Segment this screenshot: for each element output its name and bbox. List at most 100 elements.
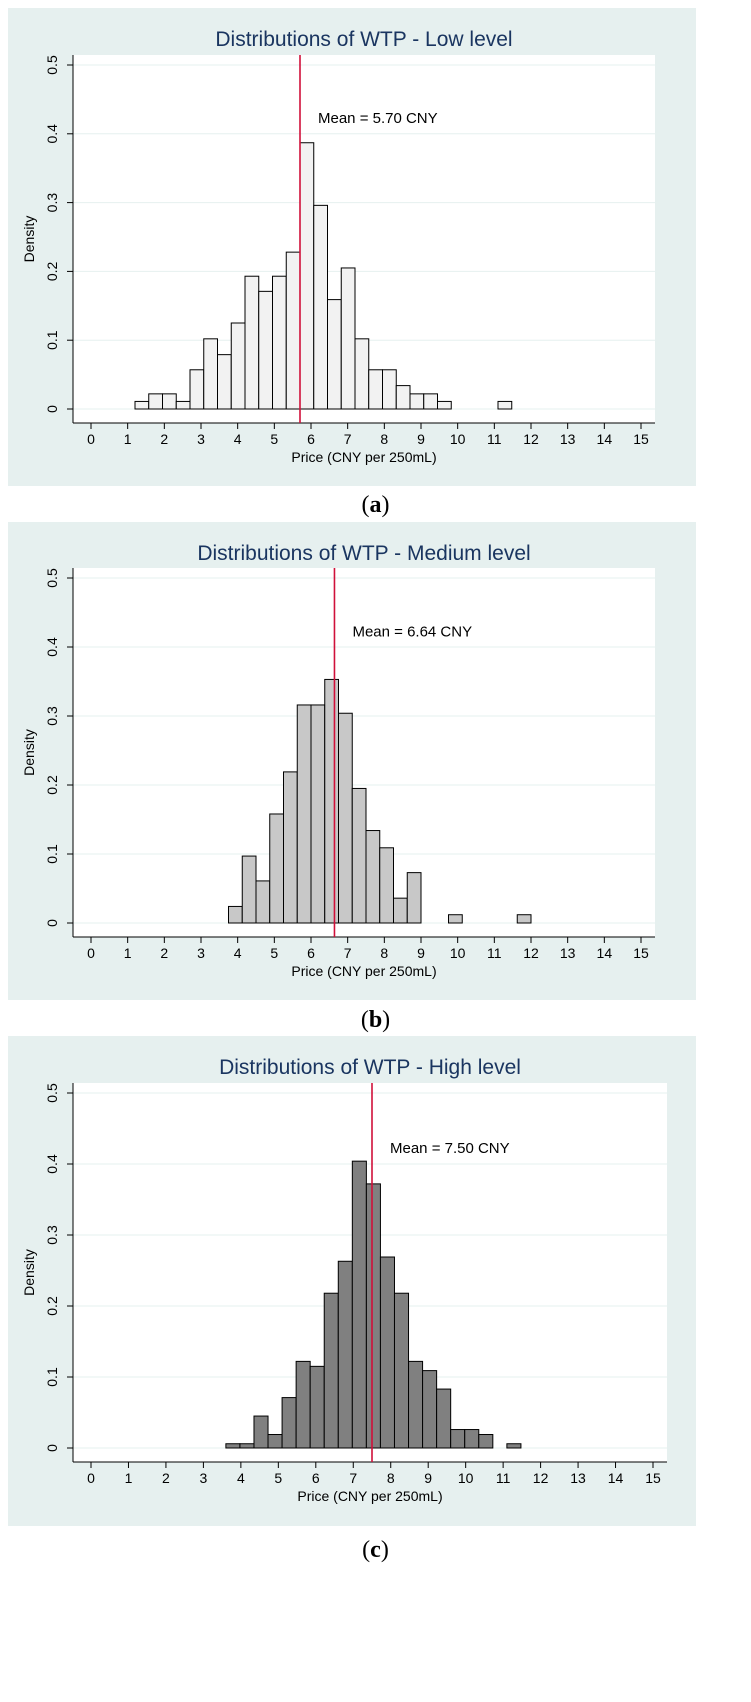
x-tick-label-a-0: 0 — [87, 431, 95, 447]
histogram-bar-c-8 — [337, 1260, 353, 1449]
x-tick-label-b-3: 3 — [197, 945, 205, 961]
histogram-bar-c-1 — [239, 1443, 255, 1449]
histogram-bar-b-6 — [310, 704, 326, 924]
x-tick-label-b-12: 12 — [523, 945, 539, 961]
x-tick-label-b-9: 9 — [417, 945, 425, 961]
histogram-bar-a-3 — [175, 400, 191, 410]
x-tick-label-a-11: 11 — [487, 431, 502, 447]
x-tick-label-a-7: 7 — [344, 431, 352, 447]
histogram-bar-a-8 — [244, 275, 260, 410]
x-tick-label-b-0: 0 — [87, 945, 95, 961]
histogram-bar-a-18 — [382, 369, 397, 410]
x-tick-label-a-13: 13 — [560, 431, 576, 447]
histogram-bar-a-16 — [354, 338, 370, 410]
x-tick-label-b-11: 11 — [487, 945, 502, 961]
histogram-bar-b-4 — [283, 771, 298, 924]
x-tick-label-b-15: 15 — [633, 945, 649, 961]
y-tick-label-b-5: 0.5 — [44, 568, 60, 588]
x-tick-label-b-4: 4 — [234, 945, 242, 961]
histogram-bar-b-15 — [516, 914, 532, 924]
y-axis-label-c: Density — [21, 1249, 37, 1296]
histogram-bar-a-15 — [340, 267, 356, 410]
histogram-bar-a-22 — [437, 400, 452, 410]
histogram-bar-c-0 — [225, 1443, 241, 1449]
histogram-bar-a-14 — [327, 299, 342, 410]
caption-b: (b) — [360, 1007, 391, 1033]
histogram-bar-a-10 — [272, 275, 287, 410]
x-axis-label-b: Price (CNY per 250mL) — [291, 963, 436, 979]
y-axis-label-a: Density — [21, 216, 37, 263]
y-tick-label-a-4: 0.4 — [44, 124, 60, 144]
x-tick-label-c-14: 14 — [608, 1470, 624, 1486]
x-tick-label-b-6: 6 — [307, 945, 315, 961]
x-tick-label-a-10: 10 — [450, 431, 466, 447]
x-tick-label-b-8: 8 — [380, 945, 388, 961]
y-tick-label-a-3: 0.3 — [44, 193, 60, 213]
histogram-bar-a-12 — [299, 142, 315, 410]
histogram-bar-a-5 — [203, 338, 218, 410]
histogram-bar-c-2 — [253, 1415, 269, 1449]
y-tick-label-a-0: 0 — [44, 405, 60, 413]
x-tick-label-b-5: 5 — [270, 945, 278, 961]
caption-letter-c: c — [370, 1537, 381, 1563]
x-tick-label-a-6: 6 — [307, 431, 315, 447]
histogram-bar-c-9 — [351, 1160, 367, 1449]
histogram-bar-c-15 — [436, 1388, 452, 1449]
histogram-bar-b-5 — [296, 704, 312, 924]
caption-c: (c) — [362, 1537, 389, 1563]
x-tick-label-b-10: 10 — [450, 945, 466, 961]
histogram-bar-b-14 — [448, 914, 463, 924]
histogram-bar-c-12 — [393, 1292, 410, 1449]
histogram-bar-a-19 — [395, 385, 411, 410]
histogram-bar-b-7 — [324, 678, 339, 924]
y-tick-label-c-4: 0.4 — [44, 1154, 60, 1174]
chart-title-a: Distributions of WTP - Low level — [215, 28, 512, 51]
x-tick-label-b-2: 2 — [160, 945, 168, 961]
y-tick-label-b-4: 0.4 — [44, 637, 60, 657]
caption-letter-b: b — [368, 1007, 383, 1033]
x-tick-label-a-14: 14 — [597, 431, 613, 447]
y-tick-label-b-3: 0.3 — [44, 706, 60, 726]
histogram-bar-c-5 — [295, 1360, 311, 1449]
y-tick-label-b-2: 0.2 — [44, 775, 60, 795]
histogram-bar-a-4 — [189, 369, 205, 410]
x-tick-label-a-3: 3 — [197, 431, 205, 447]
y-tick-label-b-0: 0 — [44, 919, 60, 927]
histogram-bar-a-20 — [409, 393, 425, 410]
x-tick-label-c-7: 7 — [349, 1470, 357, 1486]
histogram-bar-b-8 — [338, 712, 353, 924]
x-axis-label-a: Price (CNY per 250mL) — [291, 449, 436, 465]
x-tick-label-c-2: 2 — [162, 1470, 170, 1486]
y-tick-label-a-5: 0.5 — [44, 55, 60, 75]
histogram-bar-c-16 — [450, 1429, 466, 1449]
histogram-bar-c-3 — [267, 1434, 283, 1449]
histogram-bar-c-7 — [323, 1292, 339, 1449]
histogram-bar-a-23 — [497, 400, 513, 410]
histogram-bar-a-17 — [368, 369, 383, 410]
x-tick-label-a-15: 15 — [633, 431, 649, 447]
caption-letter-a: a — [369, 492, 382, 518]
x-tick-label-c-10: 10 — [458, 1470, 474, 1486]
histogram-bar-c-11 — [379, 1256, 395, 1449]
histogram-bar-c-17 — [464, 1429, 480, 1449]
x-tick-label-a-8: 8 — [380, 431, 388, 447]
x-tick-label-c-8: 8 — [387, 1470, 395, 1486]
x-axis-label-c: Price (CNY per 250mL) — [297, 1488, 442, 1504]
histogram-bar-a-1 — [148, 393, 163, 410]
mean-label-c: Mean = 7.50 CNY — [390, 1140, 510, 1157]
histogram-bar-c-6 — [309, 1365, 325, 1449]
x-tick-label-a-2: 2 — [160, 431, 168, 447]
histogram-bar-b-3 — [269, 813, 284, 924]
histogram-bar-a-7 — [230, 322, 246, 410]
histogram-bar-b-2 — [255, 880, 271, 924]
x-tick-label-a-12: 12 — [523, 431, 539, 447]
histogram-bar-b-12 — [393, 897, 408, 924]
y-tick-label-c-0: 0 — [44, 1444, 60, 1452]
histogram-bar-c-10 — [365, 1183, 381, 1449]
x-tick-label-c-0: 0 — [87, 1470, 95, 1486]
x-tick-label-c-5: 5 — [274, 1470, 282, 1486]
y-tick-label-b-1: 0.1 — [44, 844, 60, 864]
mean-label-b: Mean = 6.64 CNY — [352, 623, 472, 640]
y-tick-label-c-2: 0.2 — [44, 1296, 60, 1316]
